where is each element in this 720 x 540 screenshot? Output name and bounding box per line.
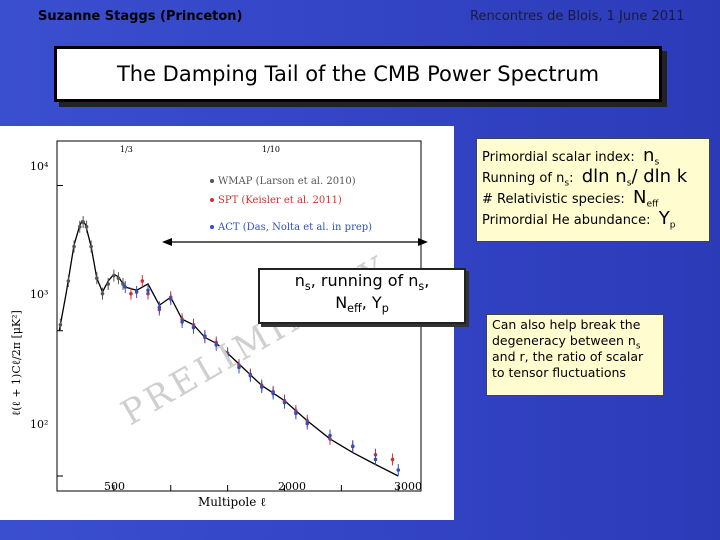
legend-spt: SPT (Keisler et al. 2011) <box>218 195 342 206</box>
data-point <box>328 433 332 438</box>
data-point <box>140 279 145 283</box>
data-point <box>72 244 76 249</box>
parameters-box: Primordial scalar index: ns Running of n… <box>476 138 710 242</box>
callout-box: ns, running of ns, Neff, Yp <box>258 268 466 324</box>
legend-wmap-marker <box>210 179 214 183</box>
slide-title: The Damping Tail of the CMB Power Spectr… <box>54 46 662 102</box>
top-mark-1: 1/3 <box>120 145 133 154</box>
data-point <box>390 457 395 462</box>
legend-wmap: WMAP (Larson et al. 2010) <box>218 176 356 187</box>
data-point <box>305 421 310 426</box>
param-relativistic-species: # Relativistic species: Neff <box>482 187 659 210</box>
data-point <box>248 373 253 378</box>
author-header: Suzanne Staggs (Princeton) <box>38 9 243 24</box>
data-point <box>123 285 128 289</box>
y-tick-1e3: 10³ <box>30 288 48 301</box>
data-point <box>58 322 63 327</box>
x-axis-label: Multipole ℓ <box>198 495 266 509</box>
param-scalar-index: Primordial scalar index: ns <box>482 145 660 168</box>
data-point <box>81 220 85 224</box>
param-running: Running of ns: dln ns/ dln k <box>482 166 688 189</box>
data-point <box>294 411 298 416</box>
data-point <box>134 290 139 294</box>
y-tick-1e4: 10⁴ <box>30 160 49 173</box>
data-point <box>129 291 133 296</box>
data-point <box>146 288 150 293</box>
arrow-head-left <box>162 238 172 246</box>
data-point <box>396 468 401 472</box>
legend: WMAP (Larson et al. 2010) SPT (Keisler e… <box>210 176 372 233</box>
data-point <box>121 282 125 286</box>
data-point <box>237 365 241 370</box>
venue-header: Rencontres de Blois, 1 June 2011 <box>470 9 685 24</box>
data-point <box>106 282 110 286</box>
callout-line-1: ns, running of ns, <box>294 271 430 294</box>
data-point <box>214 343 219 347</box>
data-point <box>95 276 99 281</box>
data-point <box>77 224 82 229</box>
data-point <box>157 305 162 310</box>
y-tick-1e2: 10² <box>30 418 48 431</box>
data-point <box>116 276 121 281</box>
data-point <box>203 334 207 338</box>
data-point <box>180 320 184 324</box>
legend-act-marker <box>210 225 214 229</box>
data-point <box>259 385 264 389</box>
data-point <box>350 444 355 449</box>
data-point <box>191 325 196 330</box>
data-point <box>84 224 89 229</box>
legend-spt-marker <box>210 198 214 202</box>
data-point <box>282 400 287 405</box>
arrow-head-right <box>418 238 428 246</box>
callout-line-2: Neff, Yp <box>335 293 389 316</box>
y-axis-label: ℓ(ℓ + 1)Cℓ/2π [μK²] <box>10 310 23 416</box>
x-tick-2000: 2000 <box>278 480 306 493</box>
data-point <box>271 391 275 396</box>
data-point <box>225 353 230 357</box>
data-point <box>373 457 378 462</box>
data-point <box>100 291 105 296</box>
legend-act: ACT (Das, Nolta et al. in prep) <box>217 222 372 233</box>
x-tick-500: 500 <box>104 480 125 493</box>
top-mark-2: 1/10 <box>262 145 280 154</box>
data-point <box>168 297 173 301</box>
data-point <box>89 244 93 249</box>
data-point <box>112 273 116 278</box>
x-tick-3000: 3000 <box>394 480 422 493</box>
data-point <box>66 279 71 283</box>
param-helium-abundance: Primordial He abundance: Yp <box>482 208 676 231</box>
degeneracy-note: Can also help break the degeneracy betwe… <box>486 314 664 396</box>
theory-curve <box>58 219 399 477</box>
